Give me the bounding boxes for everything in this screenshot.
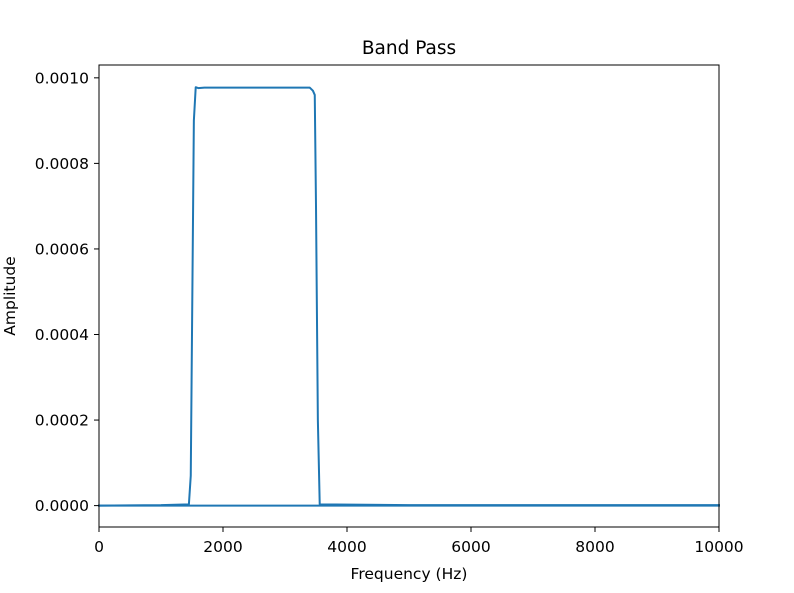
x-tick-label-5: 10000 xyxy=(694,538,743,556)
plot-frame xyxy=(98,64,720,528)
chart-title: Band Pass xyxy=(362,38,456,59)
y-tick-label-5: 0.0010 xyxy=(35,69,89,87)
x-tick-label-2: 4000 xyxy=(327,538,366,556)
x-tick-label-1: 2000 xyxy=(203,538,242,556)
x-ticks: 0 2000 4000 6000 8000 10000 xyxy=(94,527,744,556)
series-line-0 xyxy=(97,86,720,507)
x-tick-label-3: 6000 xyxy=(451,538,490,556)
x-tick-label-0: 0 xyxy=(94,538,104,556)
y-tick-label-2: 0.0004 xyxy=(35,326,89,344)
y-tick-label-3: 0.0006 xyxy=(35,240,89,258)
y-ticks: 0.0000 0.0002 0.0004 0.0006 0.0008 0.0010 xyxy=(35,69,99,515)
x-tick-label-4: 8000 xyxy=(575,538,614,556)
y-tick-label-0: 0.0000 xyxy=(35,497,89,515)
y-tick-label-1: 0.0002 xyxy=(35,412,89,430)
y-tick-label-4: 0.0008 xyxy=(35,155,89,173)
x-axis-label: Frequency (Hz) xyxy=(351,565,468,583)
series-layer xyxy=(97,86,720,507)
y-axis-label: Amplitude xyxy=(1,256,19,335)
